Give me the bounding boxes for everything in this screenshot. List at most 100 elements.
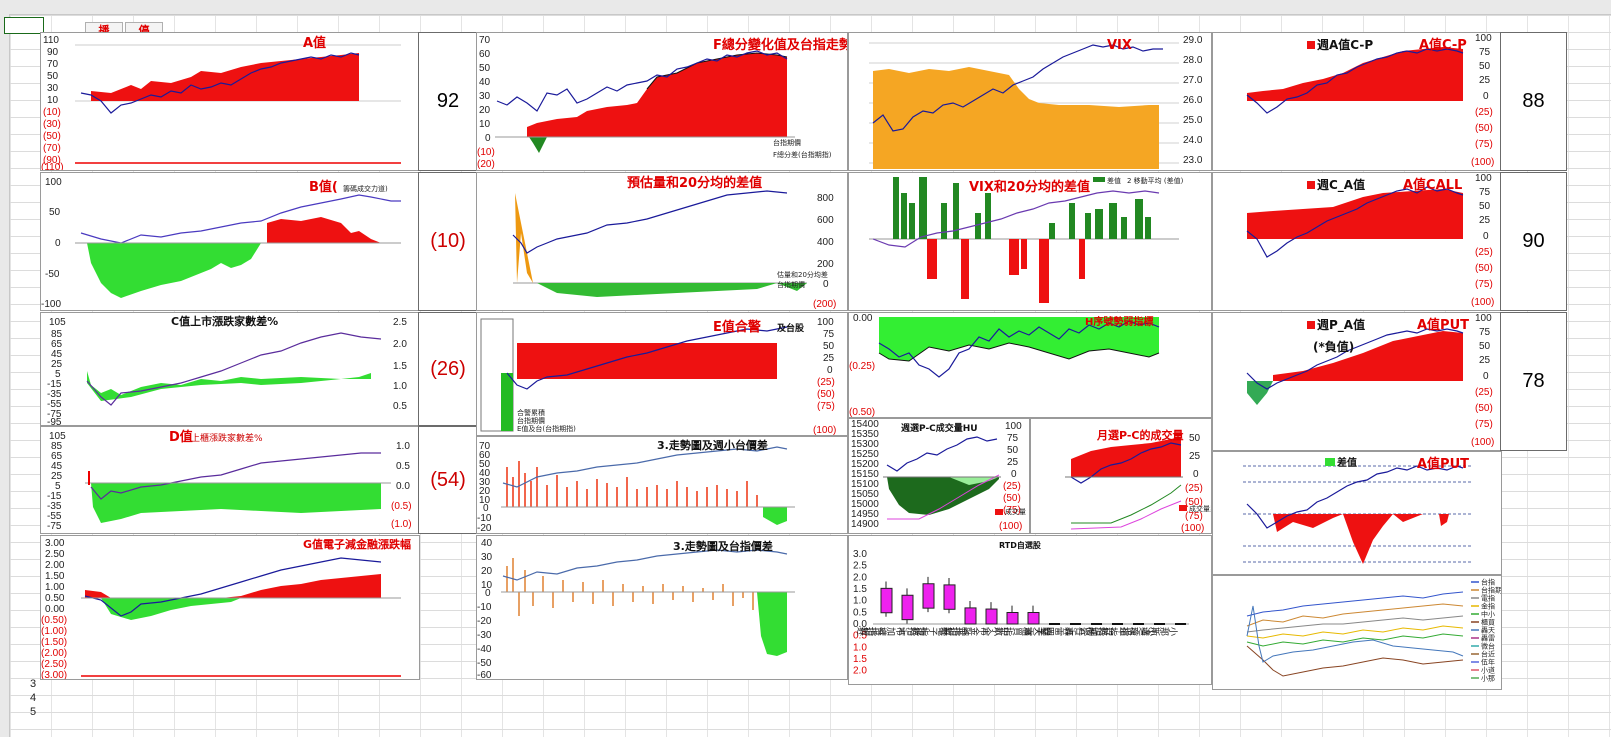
chart-est-legend-2: 台指期價 [777, 280, 805, 289]
chart-g-svg: 3.002.502.001.501.000.500.00 (0.50)(1.00… [41, 537, 411, 679]
chart-vix[interactable]: 29.0 28.0 27.0 26.0 25.0 24.0 23.0 VIX [848, 32, 1212, 171]
chart-d-title: D值 [169, 429, 193, 445]
chart-vix-price-line [872, 44, 1163, 132]
rtd-candle [880, 587, 893, 614]
svg-text:70: 70 [47, 59, 59, 70]
chart-weekly-p-a[interactable]: 100 75 50 25 0 (25) (50) (75) (100) 週P_A值 (*負值) … [1212, 312, 1502, 451]
chart-e[interactable]: 100 75 50 25 0 (25) (50) (75) (100) E值合警 及台股 合警… [476, 312, 848, 436]
svg-text:25: 25 [1189, 451, 1201, 462]
multi-legend-label: 台近 [1481, 650, 1495, 659]
chart-est-price-line [512, 190, 788, 254]
chart-f-svg: 70 60 50 40 30 20 10 0 (10)(20) F總分變化值及台指走勢 台指期… [477, 35, 847, 170]
chart-f-axis: 70 60 50 40 30 20 10 0 (10)(20) [477, 35, 495, 170]
svg-text:0.00: 0.00 [853, 313, 873, 324]
chart-b[interactable]: 100 50 0 -50 -100 B值( 籌碼成交力道) [40, 172, 420, 311]
chart-g[interactable]: 3.00 2.50 2.00 1.50 1.00 0.50 0.00 (0.50) (1.00… [40, 535, 420, 680]
svg-text:(3.00): (3.00) [41, 670, 67, 679]
score-cell-a[interactable]: 92 [418, 32, 478, 171]
chart-vix20-red-bars [927, 239, 1085, 303]
chart-vix-axis: 29.0 28.0 27.0 26.0 25.0 24.0 23.0 [1183, 35, 1203, 166]
score-cell-wp[interactable]: 78 [1500, 312, 1567, 451]
svg-text:10: 10 [479, 119, 491, 130]
name-box[interactable] [4, 17, 44, 34]
chart-b-title: B值( [309, 179, 338, 195]
rtd-tick-label: 2.5 [853, 561, 867, 572]
score-cell-b[interactable]: (10) [418, 172, 478, 311]
chart-weekly-a-cp[interactable]: 100 75 50 25 0 (25) (50) (75) (100) 週A值C-P A值C-P [1212, 32, 1502, 171]
chart-monthly-pc[interactable]: 50 25 0 (25) (50) (75)(100) 月選P-C的成交量 成交量累計 [1030, 418, 1212, 534]
chart-rtd[interactable]: RTD自選股 3.0 2.5 2.0 1.5 1.0 0.5 0.0 0.5 1.0 1.5 2.0… [848, 535, 1212, 685]
chart-trend-index[interactable]: 40 30 20 10 0 -10 -20 -30 -40 -50 -60 3.走勢圖及台指價差 [476, 535, 848, 680]
svg-text:(1.50): (1.50) [41, 637, 67, 648]
rtd-category-label: 台指期近 [1079, 625, 1116, 636]
chart-estimate-volume[interactable]: 800 600 400 200 0 (200) 預估量和20分均的差值 估量和20分均差 … [476, 172, 848, 311]
rtd-category-label: 櫃買指數 [994, 625, 1032, 636]
svg-text:(70): (70) [43, 143, 61, 154]
svg-text:(1.0): (1.0) [391, 519, 412, 530]
chart-multi-series[interactable]: 台指 台指期 電指 金指 中小 櫃買 轟天 轟雷 微台 台近 伍年 小道 小那 [1212, 575, 1502, 690]
chart-put-diff-title: A值PUT [1417, 456, 1469, 472]
svg-text:3.00: 3.00 [45, 538, 65, 549]
svg-text:15100: 15100 [851, 479, 879, 490]
score-cell-d[interactable]: (54) [418, 426, 478, 534]
chart-multi-line-6 [1246, 645, 1464, 677]
svg-text:(0.25): (0.25) [849, 361, 875, 372]
score-cell-wc[interactable]: 90 [1500, 172, 1567, 311]
svg-text:(30): (30) [43, 119, 61, 130]
chart-h-price-line [878, 320, 1160, 378]
svg-text:(10): (10) [43, 107, 61, 118]
svg-text:0: 0 [1483, 371, 1489, 382]
chart-h[interactable]: 0.00 (0.25) (0.50) H序號勢弱指標 [848, 312, 1212, 418]
svg-text:30: 30 [479, 477, 491, 488]
multi-legend-label: 台指 [1481, 578, 1495, 587]
chart-trend-weekly[interactable]: 70 60 50 40 30 20 10 0 -10 -20 3.走勢圖及週小台價差 [476, 436, 848, 534]
svg-text:30: 30 [481, 552, 493, 563]
svg-text:0: 0 [55, 238, 61, 249]
chart-est-axis: 800 600 400 200 0 (200) [813, 193, 836, 310]
svg-text:1.0: 1.0 [396, 441, 410, 452]
score-cell-c[interactable]: (26) [418, 312, 478, 426]
chart-weekly-c-a[interactable]: 100 75 50 25 0 (25) (50) (75) (100) 週C_A值 A值CALL [1212, 172, 1502, 311]
chart-f[interactable]: 70 60 50 40 30 20 10 0 (10) (20) F總分變化值及台指走勢 台指期… [476, 32, 848, 171]
chart-weekly-pc-green [887, 477, 999, 515]
chart-vix20-price-line [872, 190, 1160, 248]
svg-text:(75): (75) [1003, 505, 1021, 516]
chart-b-subtitle: 籌碼成交力道) [343, 184, 388, 193]
multi-legend-label: 轟雷 [1481, 634, 1495, 643]
svg-text:110: 110 [43, 35, 59, 46]
chart-est-title: 預估量和20分均的差值 [627, 175, 762, 191]
score-cell-wa[interactable]: 88 [1500, 32, 1567, 171]
chart-wa-axis: 100 75 50 25 0 (25) (50) (75) (100) [1471, 33, 1494, 168]
svg-text:(2.00): (2.00) [41, 648, 67, 659]
chart-put-diff[interactable]: 差值 A值PUT [1212, 451, 1502, 575]
chart-h-svg: 0.00 (0.25) (0.50) H序號勢弱指標 [849, 313, 1160, 417]
rtd-category-label: 電子指數 [910, 625, 947, 636]
svg-text:(25): (25) [817, 377, 835, 388]
chart-wa-red [1247, 47, 1463, 101]
chart-wp-title: 週P_A值 [1317, 317, 1365, 333]
chart-weekly-pc[interactable]: 15400 15350 15300 15250 15200 15150 15100 15050… [848, 418, 1030, 534]
chart-vix20-legend-2: 2 移動平均 (差值) [1127, 176, 1184, 185]
svg-text:15200: 15200 [851, 459, 879, 470]
svg-text:(25): (25) [1475, 387, 1493, 398]
svg-text:-100: -100 [41, 299, 61, 310]
svg-text:30: 30 [479, 91, 491, 102]
rtd-candle [1027, 612, 1040, 625]
chart-rtd-marks [880, 576, 1186, 625]
chart-c[interactable]: 105 85 65 45 25 5 -15 -35 -55 -75 -95 2.5 2.0 1.5 1.… [40, 312, 420, 426]
svg-text:100: 100 [1475, 33, 1492, 44]
svg-text:(0.50): (0.50) [849, 407, 875, 417]
svg-text:0: 0 [483, 503, 489, 514]
chart-weekly-pc-svg: 1540015350153001525015200151501510015050… [851, 419, 1026, 532]
chart-monthly-pc-price [1070, 442, 1182, 484]
chart-a[interactable]: 110 90 70 50 30 10 (10) (30) (50) (70) (90) (110) … [40, 32, 420, 171]
svg-text:(75): (75) [1185, 511, 1203, 522]
svg-text:(0.50): (0.50) [41, 615, 67, 626]
chart-vix20[interactable]: VIX和20分均的差值 差值 2 移動平均 (差值) [848, 172, 1212, 311]
chart-d[interactable]: 105 85 65 45 25 5 -15 -35 -55 -75 1.0 0.5 0.0 (0.5)… [40, 426, 420, 534]
chart-b-green-area [87, 243, 261, 298]
svg-text:14950: 14950 [851, 509, 879, 520]
svg-text:50: 50 [1479, 201, 1491, 212]
